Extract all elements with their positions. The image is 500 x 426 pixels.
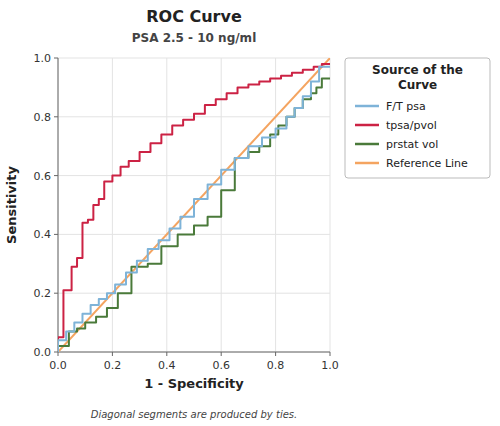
tick-label-y: 0.2 [34, 287, 52, 300]
tick-y [54, 116, 58, 117]
grid-line-y [58, 58, 330, 59]
tick-y [54, 352, 58, 353]
tick-y [54, 293, 58, 294]
tick-label-x: 0.4 [158, 359, 176, 372]
legend-swatch [355, 105, 379, 108]
legend-swatch [355, 124, 379, 127]
grid-line-x [166, 58, 167, 352]
tick-x [112, 352, 113, 356]
y-axis-label: Sensitivity [4, 166, 19, 244]
tick-x [58, 352, 59, 356]
grid-line-x [330, 58, 331, 352]
legend-swatch [355, 143, 379, 146]
legend-entry: F/T psa [386, 100, 426, 113]
plot-area [58, 58, 330, 352]
y-axis [58, 58, 59, 352]
grid-line-y [58, 175, 330, 176]
series-line [58, 67, 330, 352]
subtitle: PSA 2.5 - 10 ng/ml [132, 31, 257, 45]
legend-swatch [355, 162, 379, 165]
chart: ROC Curve PSA 2.5 - 10 ng/ml 0.0 0.2 0.4 0.6 0… [0, 0, 500, 426]
tick-x [275, 352, 276, 356]
tick-label-x: 0.2 [104, 359, 122, 372]
tick-y [54, 234, 58, 235]
grid-line-x [58, 58, 59, 352]
grid-line-y [58, 352, 330, 353]
legend-box [345, 58, 490, 178]
tick-label-y: 1.0 [34, 52, 52, 65]
legend-entry: prstat vol [386, 138, 438, 151]
tick-y [54, 175, 58, 176]
tick-y [54, 58, 58, 59]
tick-label-x: 0.6 [212, 359, 230, 372]
tick-x [221, 352, 222, 356]
legend-title-line: Curve [398, 78, 437, 92]
tick-label-y: 0.0 [34, 346, 52, 359]
x-axis [58, 352, 330, 353]
tick-label-x: 0.8 [267, 359, 285, 372]
tick-x [330, 352, 331, 356]
tick-x [166, 352, 167, 356]
tick-label-y: 0.8 [34, 111, 52, 124]
footnote: Diagonal segments are produced by ties. [91, 409, 297, 420]
legend-entry: Reference Line [386, 157, 468, 170]
tick-label-y: 0.4 [34, 228, 52, 241]
legend: Source of theCurve F/T psa tpsa/pvol prstat… [345, 58, 490, 178]
series-line [58, 58, 330, 352]
grid-line-y [58, 293, 330, 294]
tick-label-x: 0.0 [49, 359, 67, 372]
legend-entry: tpsa/pvol [386, 119, 437, 132]
x-axis-label: 1 - Specificity [144, 376, 244, 391]
tick-label-x: 1.0 [321, 359, 339, 372]
grid-line-x [275, 58, 276, 352]
tick-label-y: 0.6 [34, 170, 52, 183]
legend-title-line: Source of the [372, 63, 463, 77]
grid [58, 58, 330, 352]
title: ROC Curve [146, 7, 242, 26]
series-line [58, 64, 330, 352]
legend-title: Source of theCurve [372, 63, 463, 92]
